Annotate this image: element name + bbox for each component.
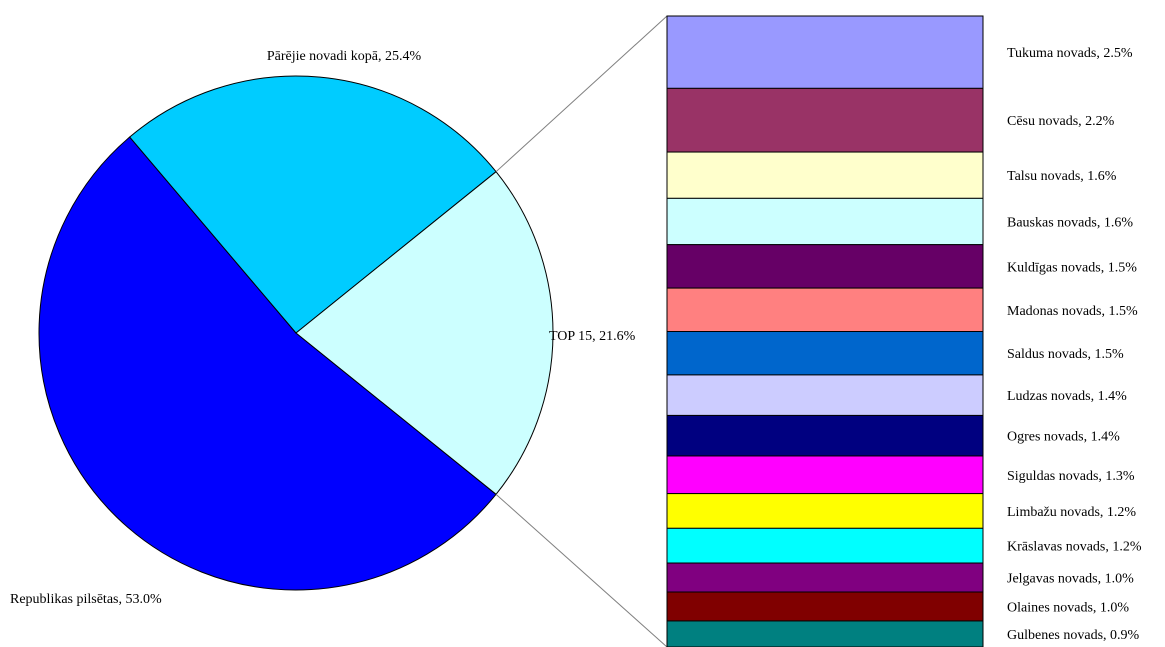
- bar-data-label: Talsu novads, 1.6%: [1007, 169, 1117, 184]
- bar-data-label: Bauskas novads, 1.6%: [1007, 216, 1133, 231]
- bar-segment: [666, 197, 984, 246]
- bar-segment: [666, 151, 984, 199]
- bar-data-label: Madonas novads, 1.5%: [1007, 304, 1138, 319]
- pie-data-label: Republikas pilsētas, 53.0%: [10, 592, 162, 607]
- bar-data-label: Gulbenes novads, 0.9%: [1007, 628, 1140, 643]
- connector-line: [495, 493, 668, 647]
- bar-segment: [666, 374, 984, 416]
- pie-data-label: Pārējie novadi kopā, 25.4%: [267, 49, 422, 64]
- bar-segment: [666, 493, 984, 529]
- pie-slice: [295, 170, 554, 496]
- bar-data-label: Cēsu novads, 2.2%: [1007, 114, 1115, 129]
- pie-data-label: TOP 15, 21.6%: [549, 329, 636, 344]
- bar-data-label: Jelgavas novads, 1.0%: [1007, 572, 1134, 587]
- bar-segment: [666, 591, 984, 622]
- bar-data-label: Krāslavas novads, 1.2%: [1007, 540, 1142, 555]
- bar-data-label: Olaines novads, 1.0%: [1007, 600, 1129, 615]
- bar-segment: [666, 331, 984, 376]
- bar-data-label: Siguldas novads, 1.3%: [1007, 469, 1135, 484]
- bar-segment: [666, 244, 984, 289]
- bar-segment: [666, 620, 984, 647]
- bar-segment: [666, 414, 984, 457]
- bar-data-label: Ogres novads, 1.4%: [1007, 430, 1120, 445]
- bar-segment: [666, 527, 984, 564]
- bar-segment: [666, 15, 984, 89]
- bar-segment: [666, 87, 984, 153]
- connector-lines: [495, 15, 668, 647]
- pie-slice: [38, 136, 497, 591]
- data-labels: Republikas pilsētas, 53.0% Pārējie novadi…: [10, 46, 1142, 643]
- stacked-bar: [666, 15, 984, 647]
- bar-data-label: Saldus novads, 1.5%: [1007, 347, 1124, 362]
- bar-data-label: Tukuma novads, 2.5%: [1007, 46, 1133, 61]
- bar-data-label: Ludzas novads, 1.4%: [1007, 389, 1127, 404]
- pie-chart: [38, 75, 554, 591]
- bar-segment: [666, 455, 984, 495]
- pie-slice: [129, 75, 497, 334]
- bar-data-label: Kuldīgas novads, 1.5%: [1007, 260, 1137, 275]
- bar-segment: [666, 562, 984, 593]
- connector-line: [495, 15, 668, 173]
- bar-segment: [666, 287, 984, 333]
- bar-data-label: Limbažu novads, 1.2%: [1007, 505, 1136, 520]
